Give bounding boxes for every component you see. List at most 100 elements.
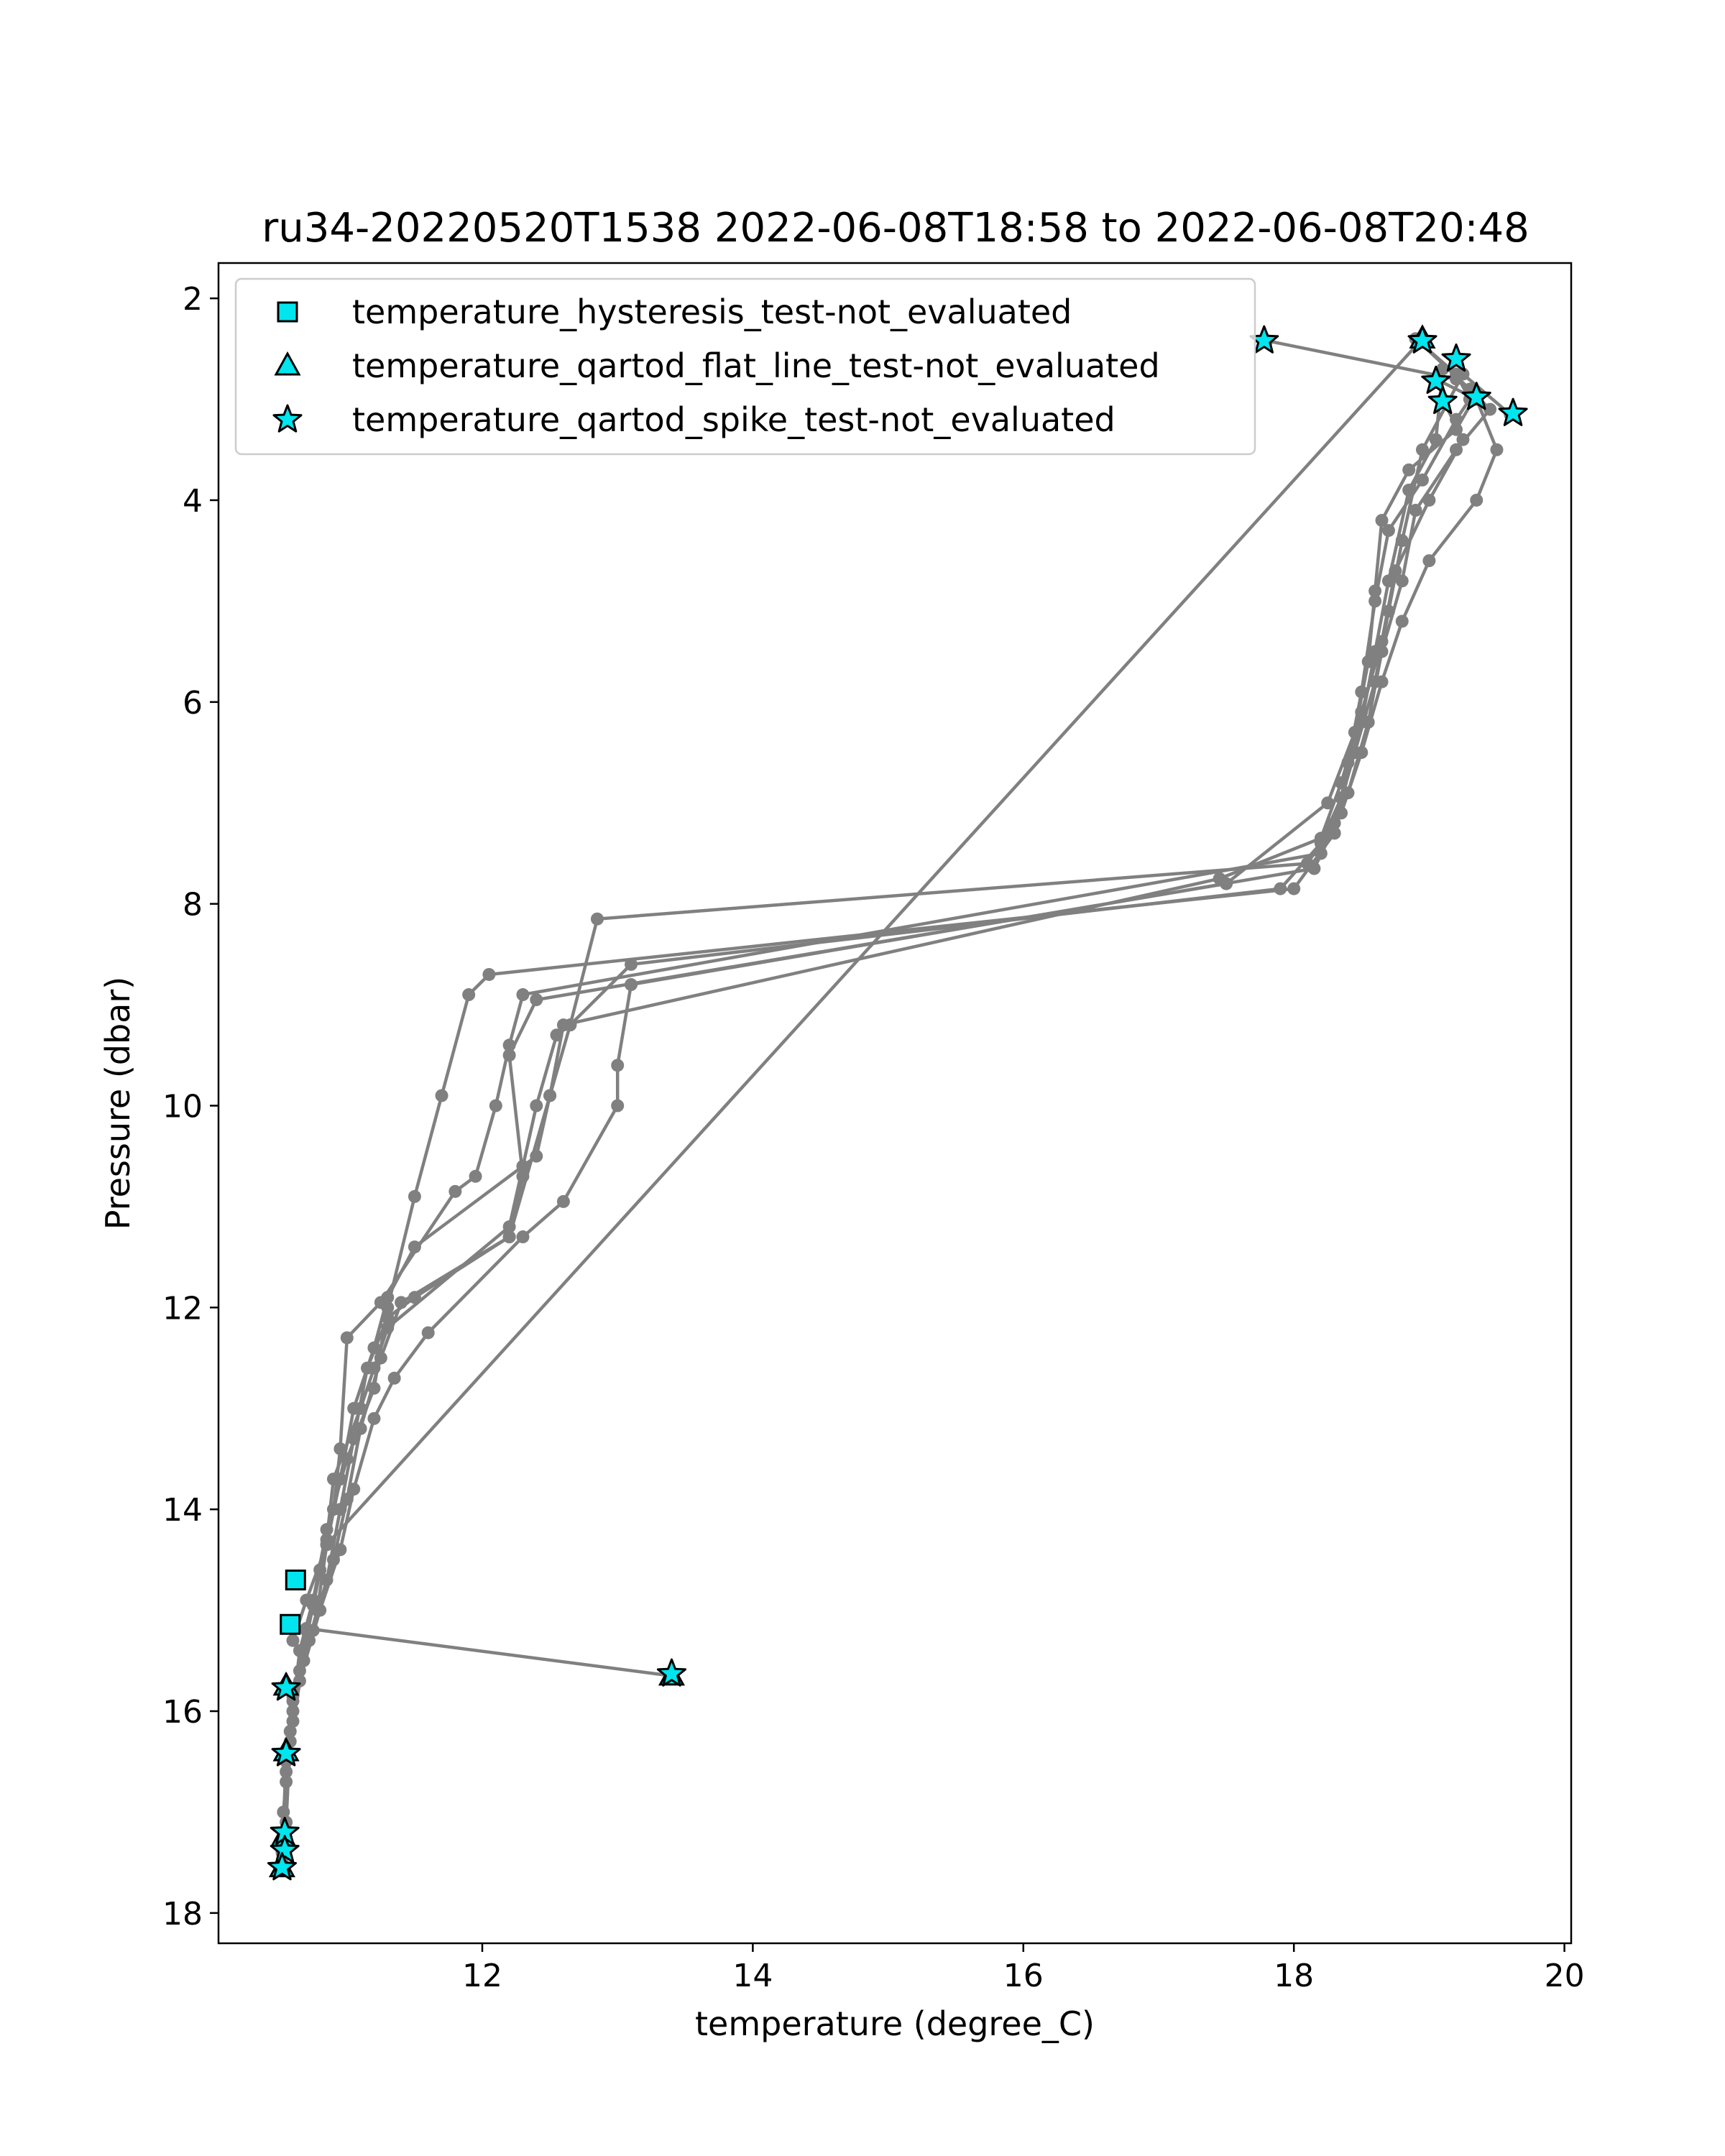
profile-point <box>1355 685 1368 699</box>
y-tick-label: 18 <box>162 1896 203 1932</box>
profile-point <box>1335 791 1348 805</box>
profile-point <box>421 1326 435 1340</box>
profile-point <box>1490 443 1504 456</box>
profile-point <box>1368 584 1382 598</box>
profile-point <box>320 1573 334 1587</box>
profile-point <box>502 1038 516 1052</box>
profile-point <box>1450 372 1463 386</box>
profile-point <box>1368 594 1382 608</box>
legend-entry-spike: temperature_qartod_spike_test-not_evalua… <box>272 400 1116 439</box>
profile-point <box>1375 635 1389 648</box>
profile-point <box>1450 423 1463 436</box>
profile-point <box>1335 776 1348 790</box>
profile-point <box>340 1331 354 1345</box>
profile-point <box>550 1028 564 1042</box>
x-tick-label: 18 <box>1274 1958 1314 1994</box>
profile-point <box>530 993 543 1007</box>
plot-area <box>267 324 1528 1881</box>
profile-point <box>462 988 476 1002</box>
profile-point <box>1361 655 1375 668</box>
profile-point <box>1314 847 1328 860</box>
chart-title: ru34-20220520T1538 2022-06-08T18:58 to 2… <box>262 205 1529 252</box>
profile-point <box>1381 524 1395 538</box>
profile-point <box>611 1059 625 1072</box>
legend-box <box>234 277 1256 456</box>
profile-line-9 <box>1266 338 1457 381</box>
profile-point <box>1287 882 1301 895</box>
profile-point <box>1422 493 1436 507</box>
y-tick-label: 4 <box>183 483 203 520</box>
profile-point <box>1328 816 1341 830</box>
legend: temperature_hysteresis_test-not_evaluate… <box>234 277 1256 456</box>
profile-point <box>381 1321 395 1335</box>
profile-point <box>1422 554 1436 568</box>
profile-point <box>1213 872 1226 885</box>
profile-point <box>408 1240 421 1254</box>
profile-point <box>1355 715 1368 729</box>
y-axis-label: Pressure (dbar) <box>98 977 137 1230</box>
profile-point <box>530 1149 543 1163</box>
star-flag-marker <box>1427 385 1458 415</box>
profile-point <box>320 1538 334 1552</box>
legend-square-marker <box>277 301 298 323</box>
profile-point <box>300 1621 313 1635</box>
profile-point <box>326 1553 340 1567</box>
profile-point <box>1402 483 1416 497</box>
square-legend-symbol <box>277 301 298 323</box>
profile-point <box>590 912 604 926</box>
x-tick-label: 16 <box>1003 1958 1044 1994</box>
star-flag-marker <box>271 1672 301 1701</box>
profile-point <box>543 1089 557 1102</box>
x-tick-label: 12 <box>462 1958 502 1994</box>
profile-point <box>300 1593 313 1607</box>
triangle-legend-symbol <box>274 351 301 376</box>
profile-point <box>334 1503 347 1516</box>
x-tick-label: 14 <box>732 1958 773 1994</box>
profile-point <box>277 1805 290 1819</box>
profile-point <box>1381 574 1395 588</box>
legend-label-flat-line: temperature_qartod_flat_line_test-not_ev… <box>352 346 1160 385</box>
profile-point <box>435 1089 448 1102</box>
profile-point <box>280 1765 293 1779</box>
profile-point <box>1395 574 1409 588</box>
profile-point <box>1402 463 1416 476</box>
star-flag-marker <box>1407 325 1438 354</box>
profile-point <box>1348 746 1361 760</box>
profile-point <box>625 978 638 992</box>
profile-point <box>326 1473 340 1486</box>
profile-point <box>1341 756 1355 770</box>
profile-point <box>1375 514 1389 528</box>
y-tick-label: 14 <box>162 1492 203 1529</box>
square-flag-marker <box>285 1569 306 1590</box>
profile-point <box>408 1189 421 1203</box>
legend-label-hysteresis: temperature_hysteresis_test-not_evaluate… <box>352 292 1072 331</box>
profile-point <box>354 1422 367 1435</box>
profile-point <box>1355 705 1368 719</box>
legend-triangle-marker <box>274 351 301 376</box>
profile-point <box>1368 675 1382 688</box>
profile-point <box>374 1351 387 1365</box>
star-flag-marker <box>656 1658 686 1687</box>
profile-dots <box>275 332 1517 1874</box>
profile-point <box>625 957 638 971</box>
profile-point <box>1328 826 1341 840</box>
x-axis-label: temperature (degree_C) <box>695 2004 1095 2043</box>
profile-point <box>293 1644 306 1657</box>
profile-point <box>313 1563 327 1577</box>
profile-point <box>1436 362 1450 376</box>
profile-point <box>611 1099 625 1112</box>
profile-point <box>1348 725 1361 739</box>
profile-line-10 <box>306 1626 672 1678</box>
profile-point <box>516 1159 530 1173</box>
profile-point <box>1395 614 1409 628</box>
legend-entry-flat-line: temperature_qartod_flat_line_test-not_ev… <box>274 346 1160 385</box>
y-tick-label: 12 <box>162 1290 203 1327</box>
profile-line-6 <box>280 372 1512 1853</box>
star-flag-marker <box>1461 382 1491 410</box>
profile-point <box>395 1296 408 1309</box>
profile-point <box>1335 806 1348 820</box>
profile-point <box>297 1654 310 1667</box>
profile-point <box>387 1371 401 1385</box>
profile-point <box>1450 413 1463 426</box>
profile-point <box>286 1705 300 1718</box>
